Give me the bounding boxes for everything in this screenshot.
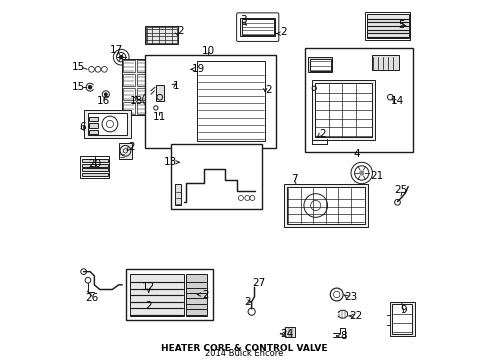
Text: 19: 19 (191, 64, 204, 74)
FancyBboxPatch shape (314, 83, 372, 137)
FancyBboxPatch shape (174, 184, 181, 205)
FancyBboxPatch shape (286, 187, 364, 224)
FancyBboxPatch shape (389, 302, 414, 336)
Ellipse shape (163, 77, 166, 83)
Text: 23: 23 (344, 292, 357, 302)
Text: 15: 15 (72, 82, 85, 92)
FancyBboxPatch shape (392, 304, 412, 334)
Text: 2: 2 (280, 27, 286, 37)
Text: 4: 4 (353, 149, 360, 159)
Text: 22: 22 (349, 311, 362, 321)
FancyBboxPatch shape (156, 85, 163, 102)
FancyBboxPatch shape (185, 274, 206, 316)
FancyBboxPatch shape (125, 270, 213, 320)
FancyBboxPatch shape (171, 144, 261, 209)
FancyBboxPatch shape (304, 48, 412, 152)
Text: 6: 6 (80, 122, 86, 131)
Text: 11: 11 (152, 112, 166, 122)
FancyBboxPatch shape (88, 123, 98, 127)
FancyBboxPatch shape (123, 60, 135, 72)
Text: 2: 2 (202, 289, 208, 300)
Text: 10: 10 (201, 46, 214, 56)
Text: 12: 12 (142, 282, 155, 292)
FancyBboxPatch shape (123, 74, 135, 86)
FancyBboxPatch shape (283, 184, 367, 226)
Text: 27: 27 (252, 278, 265, 288)
Text: 24: 24 (280, 329, 293, 339)
FancyBboxPatch shape (145, 55, 275, 148)
FancyBboxPatch shape (123, 88, 135, 100)
FancyBboxPatch shape (164, 74, 175, 86)
Text: 21: 21 (369, 171, 383, 181)
Circle shape (119, 55, 122, 59)
Ellipse shape (169, 77, 172, 83)
Text: 17: 17 (110, 45, 123, 55)
FancyBboxPatch shape (240, 18, 275, 36)
Text: 16: 16 (97, 96, 110, 106)
FancyBboxPatch shape (137, 102, 148, 114)
FancyBboxPatch shape (150, 74, 162, 86)
Text: HEATER CORE & CONTROL VALVE: HEATER CORE & CONTROL VALVE (161, 344, 327, 353)
FancyBboxPatch shape (84, 110, 131, 138)
Text: 18: 18 (130, 96, 143, 106)
Ellipse shape (157, 77, 161, 83)
Text: 2: 2 (265, 85, 271, 95)
FancyBboxPatch shape (130, 274, 183, 316)
Text: 13: 13 (163, 157, 177, 167)
Text: 2: 2 (128, 141, 135, 152)
FancyBboxPatch shape (150, 88, 162, 100)
FancyBboxPatch shape (284, 327, 295, 337)
FancyBboxPatch shape (150, 60, 162, 72)
FancyBboxPatch shape (307, 57, 332, 72)
Text: 1: 1 (173, 81, 180, 91)
Circle shape (359, 171, 363, 175)
FancyBboxPatch shape (81, 164, 108, 167)
Text: 5: 5 (398, 20, 404, 30)
FancyBboxPatch shape (81, 159, 108, 162)
FancyBboxPatch shape (88, 130, 98, 134)
FancyBboxPatch shape (164, 102, 175, 114)
FancyBboxPatch shape (366, 14, 408, 38)
FancyBboxPatch shape (123, 102, 135, 114)
FancyBboxPatch shape (241, 19, 273, 35)
Circle shape (88, 85, 92, 89)
FancyBboxPatch shape (88, 117, 98, 121)
Text: 2014 Buick Encore: 2014 Buick Encore (205, 349, 283, 358)
FancyBboxPatch shape (372, 55, 399, 71)
FancyBboxPatch shape (119, 143, 132, 159)
Text: 3: 3 (240, 15, 246, 25)
FancyBboxPatch shape (137, 60, 148, 72)
Text: 26: 26 (85, 293, 98, 303)
Text: 15: 15 (72, 62, 85, 72)
FancyBboxPatch shape (137, 88, 148, 100)
Text: 7: 7 (291, 174, 297, 184)
FancyBboxPatch shape (122, 59, 176, 115)
FancyBboxPatch shape (137, 74, 148, 86)
FancyBboxPatch shape (81, 168, 108, 171)
Text: 8: 8 (340, 331, 346, 341)
Text: 2: 2 (145, 301, 152, 311)
FancyBboxPatch shape (309, 59, 330, 71)
FancyBboxPatch shape (88, 113, 127, 135)
FancyBboxPatch shape (80, 156, 109, 177)
FancyBboxPatch shape (150, 102, 162, 114)
Circle shape (104, 93, 107, 96)
FancyBboxPatch shape (197, 62, 264, 141)
FancyBboxPatch shape (164, 88, 175, 100)
Text: 20: 20 (88, 159, 102, 170)
FancyBboxPatch shape (145, 26, 178, 44)
Text: 2: 2 (319, 129, 325, 139)
Text: 9: 9 (400, 305, 406, 315)
Text: 2: 2 (177, 26, 183, 36)
Text: 25: 25 (394, 185, 407, 195)
Text: 2: 2 (244, 297, 250, 307)
Text: 14: 14 (390, 96, 403, 106)
FancyBboxPatch shape (164, 60, 175, 72)
FancyBboxPatch shape (81, 173, 108, 176)
FancyBboxPatch shape (311, 80, 375, 140)
